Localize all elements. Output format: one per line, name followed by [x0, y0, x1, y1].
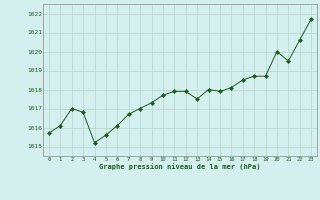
X-axis label: Graphe pression niveau de la mer (hPa): Graphe pression niveau de la mer (hPa): [99, 163, 261, 170]
